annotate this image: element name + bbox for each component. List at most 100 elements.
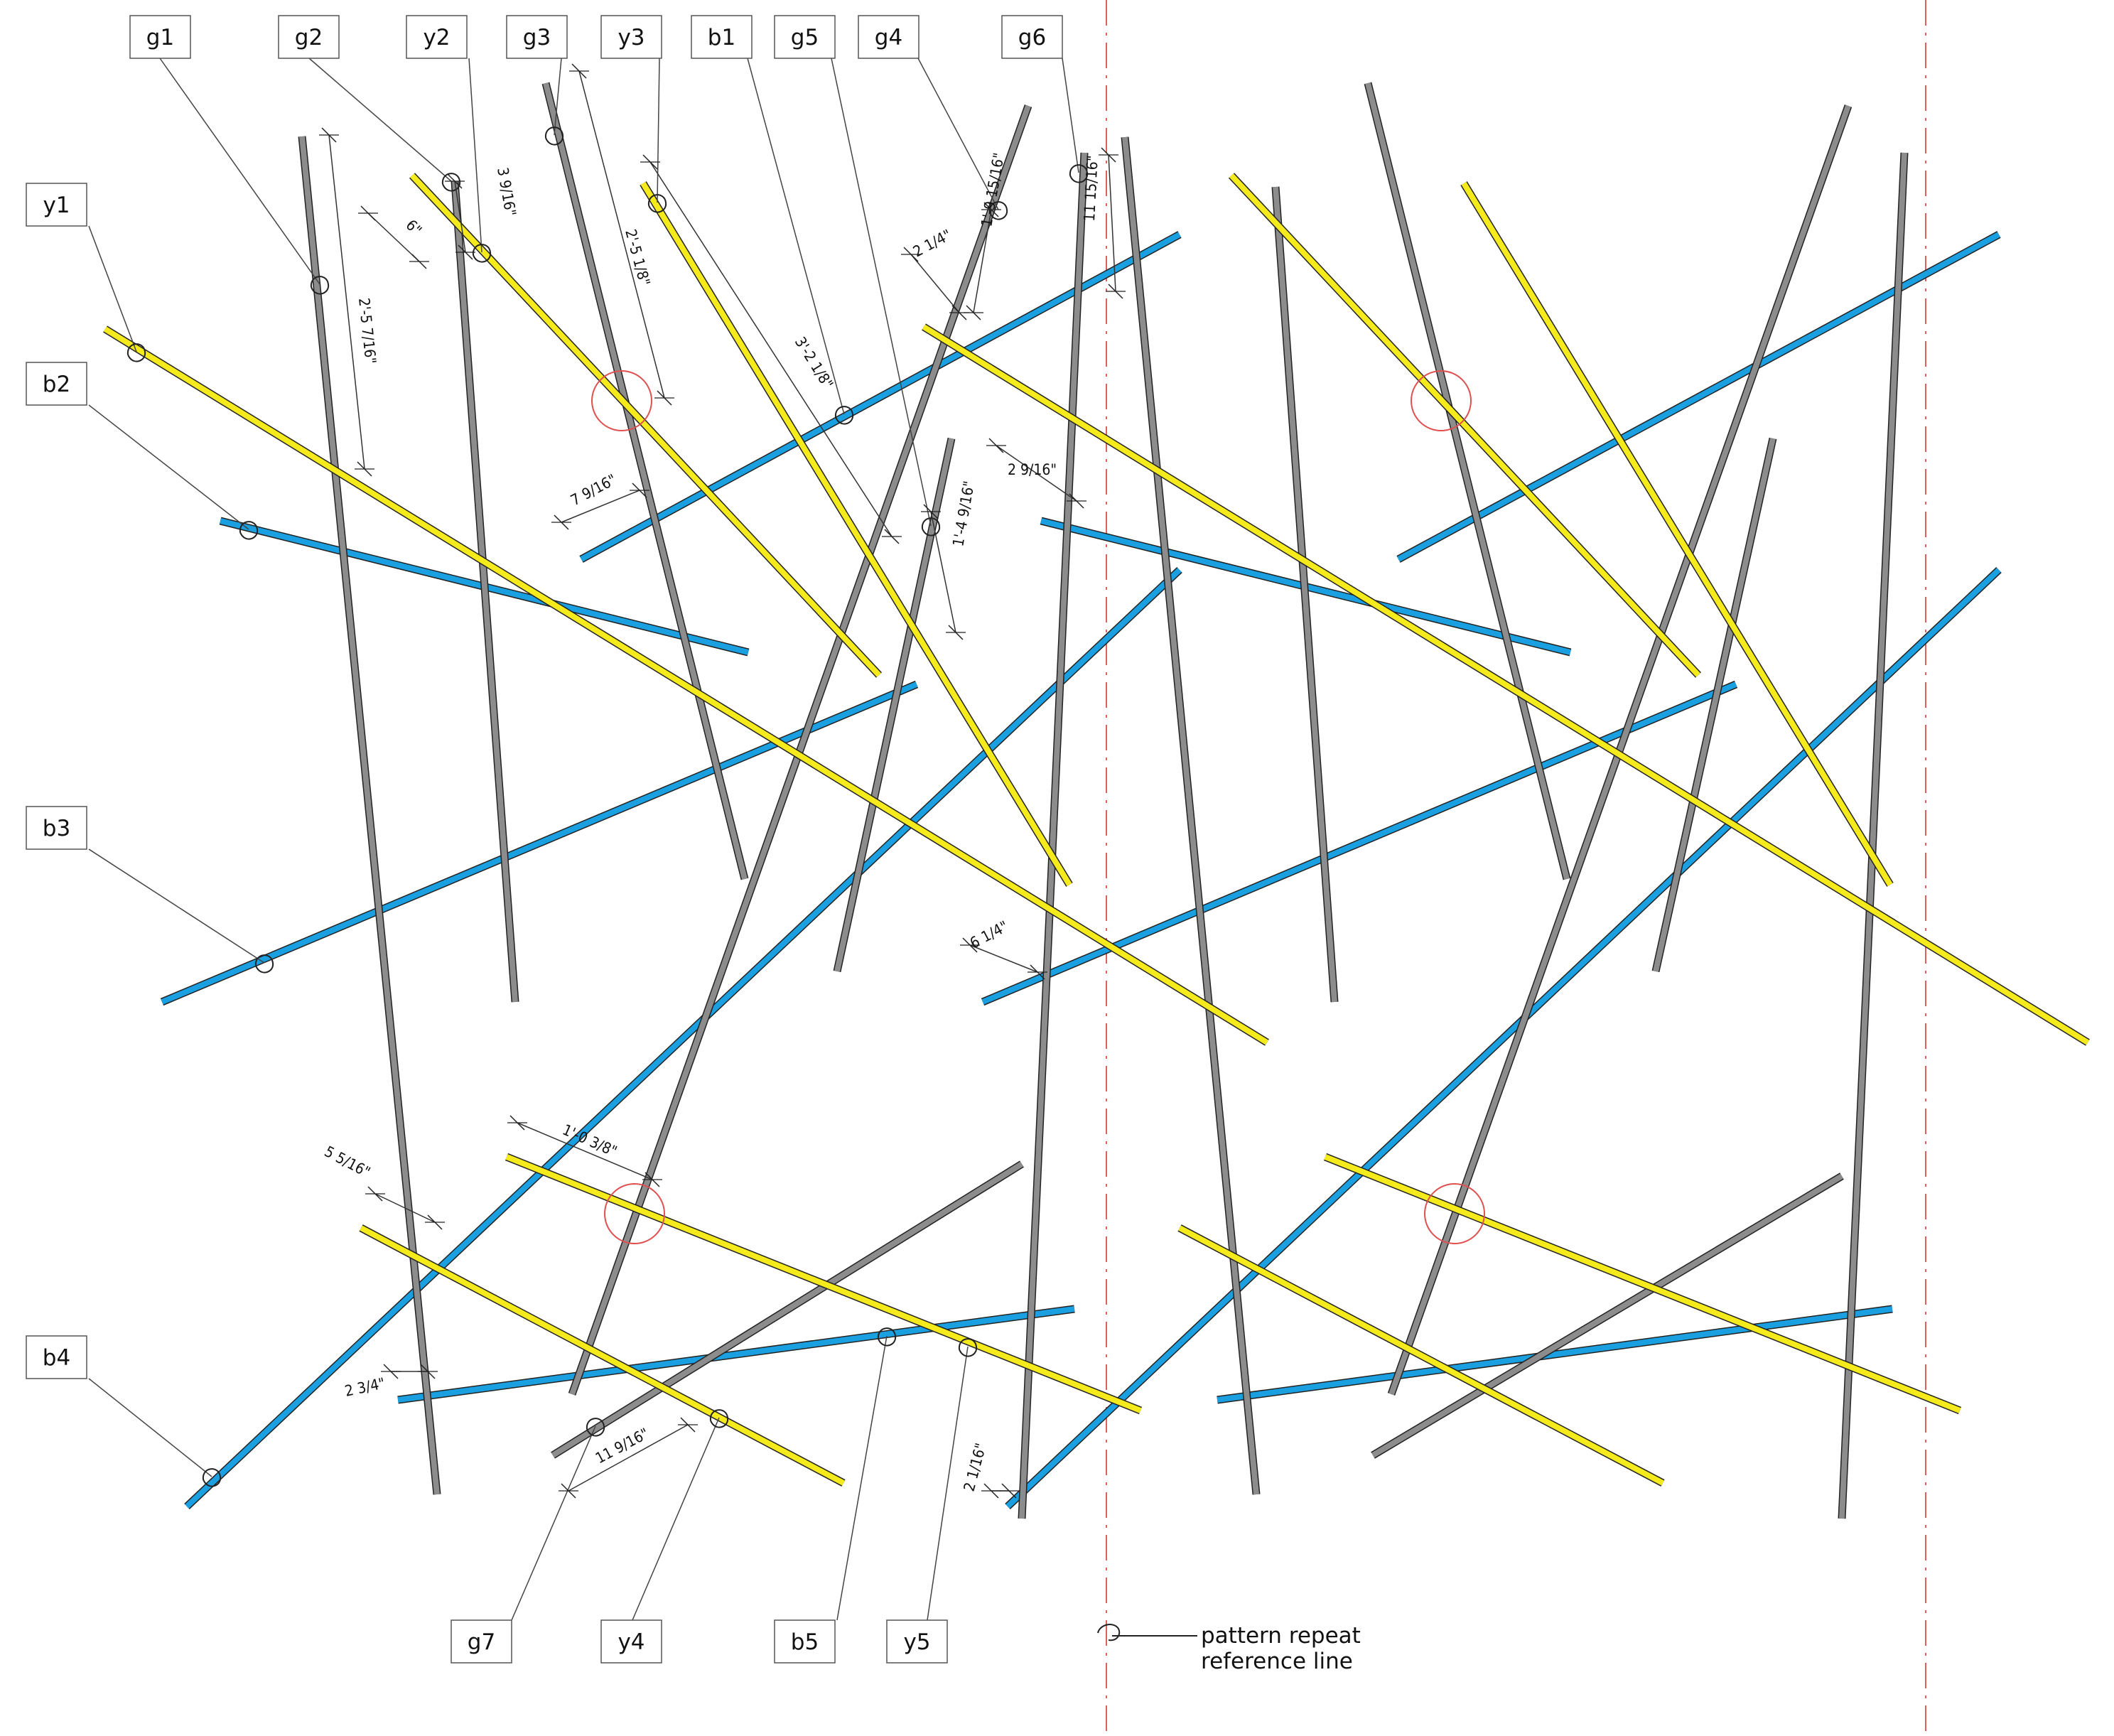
label-g3: g3 [506, 15, 568, 59]
red-circles [591, 370, 1485, 1244]
label-g2-text: g2 [295, 25, 323, 50]
red-circle-1 [591, 370, 652, 431]
blue-stick [1005, 567, 2002, 1509]
label-g4: g4 [858, 15, 920, 59]
label-b5-text: b5 [791, 1629, 819, 1655]
labels-layer: g1 g2 y2 g3 y3 b1 g5 g4 g6 y1 b2 b3 b4 g7 y4 b5 y5 [26, 15, 1063, 1664]
leader-11 [88, 404, 259, 540]
repeat-loop-icon [586, 1418, 605, 1437]
gray-stick [451, 180, 519, 1003]
repeat-loop-icon [544, 126, 564, 146]
dimension-2: 6" [358, 205, 429, 269]
label-b4-text: b4 [43, 1345, 70, 1371]
label-g7: g7 [451, 1619, 512, 1664]
dimension-11-text: 1'-4 9/16" [949, 480, 978, 548]
sticks-layer [103, 82, 2090, 1519]
label-b1-text: b1 [708, 25, 735, 50]
repeat-loop-icon [1069, 164, 1089, 183]
yellow-stick [922, 323, 2090, 1046]
leader-2 [308, 58, 461, 192]
repeat-loop-icon [834, 406, 854, 425]
leader-9 [1062, 58, 1089, 183]
dimension-2-text: 6" [402, 217, 425, 239]
dimension-5: 3'-2 1/8" [640, 154, 902, 544]
dimension-15-text: 2 3/4" [343, 1375, 387, 1400]
dimension-12: 6 1/4" [960, 917, 1047, 980]
gray-stick [1838, 152, 1909, 1519]
red-circle-4 [1424, 1183, 1485, 1244]
repeat-loop-icon [254, 954, 274, 974]
dimension-7: 11 15/16" [1081, 147, 1126, 299]
gray-stick [298, 136, 441, 1495]
label-g7-text: g7 [468, 1629, 495, 1655]
repeat-lines [1106, 0, 1926, 1736]
leaders-layer [88, 58, 1089, 1621]
repeat-loop-icon [958, 1338, 978, 1357]
yellow-stick [103, 325, 1269, 1046]
label-b2-text: b2 [43, 372, 70, 397]
label-g5: g5 [774, 15, 836, 59]
dimension-9-text: 7 9/16" [568, 471, 619, 510]
label-g5-text: g5 [791, 25, 819, 50]
repeat-loop-icon [202, 1468, 222, 1487]
label-b3-text: b3 [43, 816, 70, 841]
gray-stick [1364, 82, 1571, 880]
red-circle-2 [1411, 370, 1472, 431]
yellow-stick [1323, 1153, 1962, 1415]
dimension-7-text: 11 15/16" [1081, 155, 1101, 222]
repeat-loop-icon [988, 201, 1008, 220]
label-y4-text: y4 [618, 1629, 645, 1655]
dimension-8-text: 2 1/4" [910, 226, 954, 260]
label-b1: b1 [691, 15, 753, 59]
gray-stick [1121, 136, 1261, 1495]
yellow-stick [505, 1153, 1143, 1415]
label-y5: y5 [886, 1619, 948, 1664]
dimension-1-text: 3 9/16" [494, 166, 519, 217]
dimension-13-text: 5 5/16" [322, 1143, 373, 1181]
dimension-10: 2 9/16" [986, 438, 1086, 509]
gray-stick [551, 1160, 1024, 1459]
repeat-loop-icon [126, 343, 146, 362]
leader-10 [88, 225, 146, 362]
label-b4: b4 [26, 1335, 87, 1379]
blue-stick [160, 680, 919, 1006]
leader-4 [544, 58, 564, 146]
label-b3: b3 [26, 806, 87, 850]
dimension-4-text: 2'-5 1/8" [622, 227, 653, 288]
label-b5: b5 [774, 1619, 836, 1664]
repeat-loop-icon [472, 244, 492, 263]
dimension-17: 2 1/16" [961, 1441, 1019, 1499]
label-y2: y2 [406, 15, 468, 59]
gray-stick [541, 82, 749, 880]
label-g6-text: g6 [1018, 25, 1046, 50]
yellow-stick [359, 1224, 846, 1487]
yellow-stick [1228, 173, 1702, 678]
yellow-stick [1177, 1224, 1665, 1487]
dimension-13: 5 5/16" [322, 1143, 445, 1230]
blue-stick [184, 566, 1182, 1510]
legend-text-line1: pattern repeat [1201, 1623, 1361, 1649]
label-y1: y1 [26, 183, 87, 227]
yellow-stick [409, 173, 883, 678]
leader-6 [747, 58, 854, 425]
label-y2-text: y2 [423, 25, 450, 50]
dimension-3-text: 2'-5 7/16" [355, 297, 379, 365]
legend: pattern repeat reference line [1097, 1623, 1361, 1674]
label-g6: g6 [1001, 15, 1063, 59]
repeat-loop-icon [647, 194, 667, 213]
yellow-stick [1460, 181, 1894, 887]
dimension-6-text: 1'-9 15/16" [978, 151, 1008, 228]
label-y3: y3 [600, 15, 662, 59]
label-g2: g2 [278, 15, 340, 59]
blue-stick [397, 1305, 1075, 1404]
blue-stick [1217, 1305, 1893, 1404]
gray-stick [1651, 437, 1777, 973]
dimension-16: 11 9/16" [559, 1417, 698, 1499]
label-g1: g1 [129, 15, 191, 59]
repeat-loop-icon [709, 1409, 729, 1428]
repeat-loop-icon [921, 517, 941, 537]
gray-stick [1271, 186, 1339, 1003]
leader-1 [159, 58, 330, 295]
gray-stick [1387, 104, 1853, 1396]
